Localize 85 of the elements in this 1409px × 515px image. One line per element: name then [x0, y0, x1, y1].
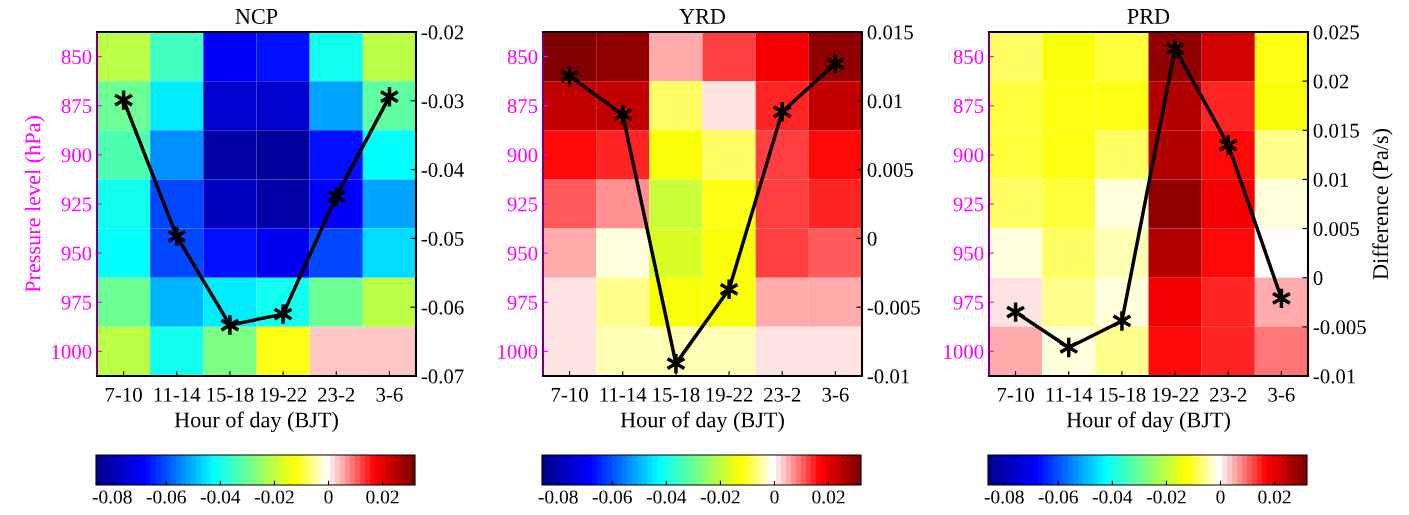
y2-tick-label: -0.03: [421, 94, 464, 109]
color-bar-label: -0.08: [538, 490, 578, 504]
y-tick-label: 925: [507, 197, 538, 212]
y2-tick-label: 0.025: [1313, 25, 1359, 40]
x-tick-label: 3-6: [822, 387, 849, 402]
y-tick-label: 850: [61, 49, 92, 64]
x-tick-label: 15-18: [207, 387, 254, 402]
x-tick-label: 3-6: [1268, 387, 1295, 402]
x-tick-label: 19-22: [706, 387, 753, 402]
color-bar-label: -0.02: [1146, 490, 1186, 504]
y2-tick-label: -0.05: [421, 231, 464, 246]
y-tick-label: 925: [61, 197, 92, 212]
y-axis-title: Pressure level (hPa): [24, 116, 45, 293]
color-bar-label: -0.08: [984, 490, 1024, 504]
x-tick-label: 23-2: [318, 387, 355, 402]
x-tick-label: 19-22: [260, 387, 307, 402]
color-bar-label: -0.04: [200, 490, 241, 504]
y-tick-label: 875: [61, 99, 92, 114]
y2-tick-label: 0: [1313, 271, 1323, 286]
y2-tick-label: -0.01: [867, 369, 910, 384]
chart-title: YRD: [679, 9, 726, 24]
y-tick-label: 1000: [498, 344, 538, 359]
x-tick-label: 23-2: [764, 387, 801, 402]
y-tick-label: 950: [953, 246, 984, 261]
color-bar-label: 0: [1216, 490, 1225, 504]
y2-tick-label: -0.04: [421, 162, 464, 178]
y-tick-label: 850: [953, 49, 984, 64]
y2-tick-label: 0.005: [867, 162, 913, 178]
x-tick-label: 15-18: [653, 387, 700, 402]
y-tick-label: 900: [507, 148, 538, 163]
color-bar-label: 0: [324, 490, 333, 504]
y-tick-label: 925: [953, 197, 984, 212]
y2-tick-label: 0.01: [867, 94, 903, 109]
color-bar-label: 0.02: [812, 490, 845, 504]
y2-tick-label: -0.005: [867, 300, 920, 315]
x-axis-title: Hour of day (BJT): [620, 411, 784, 432]
y-tick-label: 900: [953, 148, 984, 163]
x-tick-label: 3-6: [376, 387, 403, 402]
y2-tick-label: 0: [867, 231, 877, 246]
color-bar-label: -0.04: [1092, 490, 1133, 504]
y-tick-label: 900: [61, 148, 92, 163]
y2-tick-label: 0.005: [1313, 221, 1359, 237]
y2-tick-label: -0.06: [421, 300, 464, 315]
x-tick-label: 7-10: [551, 387, 588, 402]
y-tick-label: 850: [507, 49, 538, 64]
y-tick-label: 975: [61, 295, 92, 310]
x-tick-label: 7-10: [105, 387, 142, 402]
y2-axis-title: Difference (Pa/s): [1372, 128, 1393, 280]
y-tick-label: 1000: [52, 344, 92, 359]
y-tick-label: 875: [507, 99, 538, 114]
y2-tick-label: -0.02: [421, 25, 464, 40]
y2-tick-label: 0.02: [1313, 74, 1349, 89]
x-tick-label: 19-22: [1152, 387, 1199, 402]
color-bar-label: -0.08: [92, 490, 132, 504]
color-bar-label: -0.04: [646, 490, 687, 504]
y-tick-label: 975: [953, 295, 984, 310]
color-bar-label: -0.02: [254, 490, 294, 504]
y2-tick-label: -0.005: [1313, 320, 1366, 335]
x-axis-title: Hour of day (BJT): [1066, 411, 1230, 432]
y2-tick-label: 0.01: [1313, 172, 1349, 187]
y-tick-label: 875: [953, 99, 984, 114]
y2-tick-label: 0.015: [1313, 123, 1359, 138]
color-bar-label: -0.06: [146, 490, 186, 504]
x-tick-label: 11-14: [1046, 387, 1093, 402]
color-bar-label: -0.02: [700, 490, 740, 504]
color-bar-label: 0: [770, 490, 779, 504]
chart-title: PRD: [1127, 9, 1170, 24]
color-bar-label: -0.06: [1038, 490, 1078, 504]
y2-tick-label: -0.07: [421, 369, 464, 384]
chart-title: NCP: [235, 8, 278, 24]
x-tick-label: 7-10: [997, 387, 1034, 402]
x-tick-label: 11-14: [600, 387, 647, 402]
y-tick-label: 975: [507, 295, 538, 310]
y2-tick-label: 0.015: [867, 25, 913, 40]
y-tick-label: 950: [507, 246, 538, 261]
x-axis-title: Hour of day (BJT): [174, 411, 338, 432]
color-bar-label: 0.02: [1258, 490, 1291, 504]
color-bar-label: 0.02: [366, 490, 399, 504]
x-tick-label: 23-2: [1210, 387, 1247, 402]
x-tick-label: 15-18: [1099, 387, 1146, 402]
color-bar-label: -0.06: [592, 490, 632, 504]
y-tick-label: 1000: [944, 344, 984, 359]
y-tick-label: 950: [61, 246, 92, 261]
x-tick-label: 11-14: [154, 387, 201, 402]
y2-tick-label: -0.01: [1313, 369, 1356, 384]
